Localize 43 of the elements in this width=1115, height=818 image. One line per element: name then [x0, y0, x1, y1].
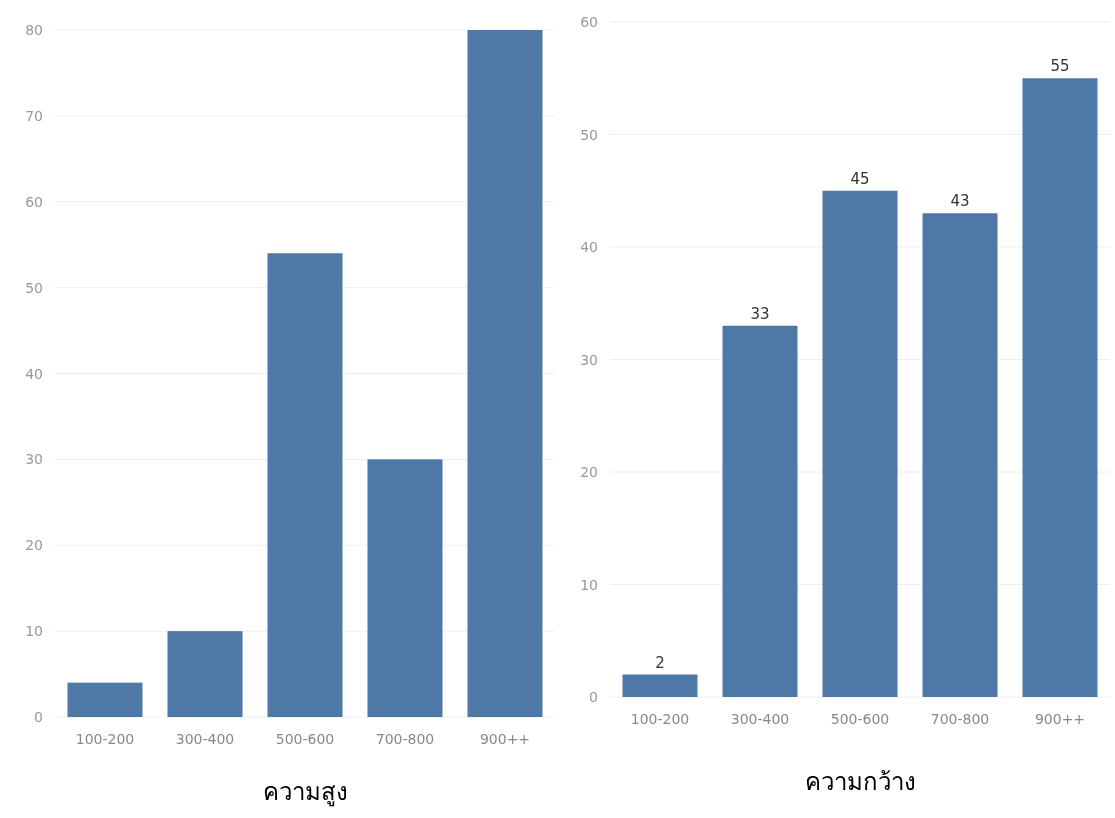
data-label: 55 — [1050, 57, 1070, 76]
y-tick-label: 40 — [580, 239, 598, 255]
y-tick-label: 10 — [580, 576, 598, 593]
y-tick-label: 80 — [25, 22, 43, 38]
x-tick-label: 500-600 — [275, 731, 335, 747]
x-axis-title: ความกว้าง — [804, 769, 916, 795]
data-label: 33 — [750, 304, 770, 323]
y-tick-label: 60 — [25, 193, 43, 210]
y-tick-label: 50 — [25, 279, 43, 296]
x-tick-label: 300-400 — [730, 711, 790, 727]
y-tick-label: 0 — [34, 709, 43, 725]
x-tick-label: 100-200 — [75, 731, 135, 747]
y-tick-label: 20 — [25, 537, 43, 554]
bar — [622, 674, 698, 697]
y-tick-label: 60 — [580, 14, 598, 30]
y-tick-label: 30 — [580, 351, 598, 368]
bar — [367, 459, 443, 717]
x-tick-label: 700-800 — [930, 711, 990, 727]
bar — [167, 631, 243, 717]
y-tick-label: 20 — [580, 464, 598, 480]
x-tick-label: 100-200 — [630, 711, 690, 727]
data-label: 2 — [655, 653, 665, 672]
x-tick-label: 500-600 — [830, 711, 890, 727]
data-label: 45 — [850, 169, 870, 188]
y-tick-label: 40 — [25, 365, 43, 382]
x-tick-label: 900++ — [479, 731, 531, 747]
data-label: 43 — [950, 192, 970, 211]
bar — [722, 325, 798, 697]
x-tick-label: 900++ — [1034, 711, 1086, 727]
bar — [1022, 78, 1098, 697]
bar — [67, 682, 143, 717]
x-axis-title: ความสูง — [262, 779, 348, 807]
bar — [922, 213, 998, 697]
y-tick-label: 70 — [25, 107, 43, 124]
y-tick-label: 10 — [25, 623, 43, 640]
y-tick-label: 50 — [580, 126, 598, 143]
bar — [822, 190, 898, 697]
x-tick-label: 300-400 — [175, 731, 235, 747]
bar — [467, 30, 543, 717]
bar — [267, 253, 343, 717]
y-tick-label: 30 — [25, 451, 43, 468]
x-tick-label: 700-800 — [375, 731, 435, 747]
y-tick-label: 0 — [589, 689, 598, 705]
